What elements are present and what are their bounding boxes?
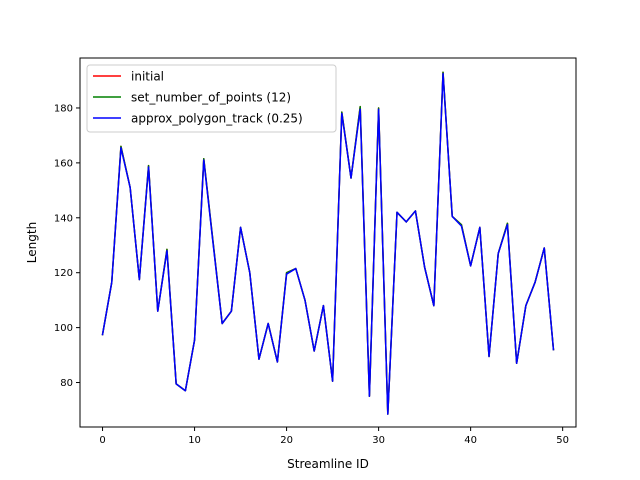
legend-label-approx-polygon-track: approx_polygon_track (0.25) [131,112,303,126]
y-axis-label: Length [25,222,39,263]
y-tick-label: 160 [54,158,73,169]
x-axis-ticks: 0 10 20 30 40 50 [99,427,569,446]
legend-box [86,64,337,133]
legend: initial set_number_of_points (12) approx… [86,64,337,133]
y-tick-label: 120 [54,268,73,279]
x-tick-label: 40 [464,435,477,446]
y-tick-label: 100 [54,323,73,334]
series-layer [101,71,555,415]
series-line-2 [101,72,555,415]
y-tick-label: 140 [54,213,73,224]
plot-frame [79,57,577,428]
x-tick-label: 0 [99,435,105,446]
y-tick-label: 80 [60,378,73,389]
x-tick-label: 30 [372,435,385,446]
x-tick-label: 10 [188,435,201,446]
y-axis-ticks: 80 100 120 140 160 180 [54,103,80,389]
x-tick-label: 50 [556,435,569,446]
x-tick-label: 20 [280,435,293,446]
legend-label-initial: initial [131,70,164,84]
legend-label-set-number-of-points: set_number_of_points (12) [131,91,291,105]
x-axis-label: Streamline ID [287,457,369,471]
y-tick-label: 180 [54,103,73,114]
